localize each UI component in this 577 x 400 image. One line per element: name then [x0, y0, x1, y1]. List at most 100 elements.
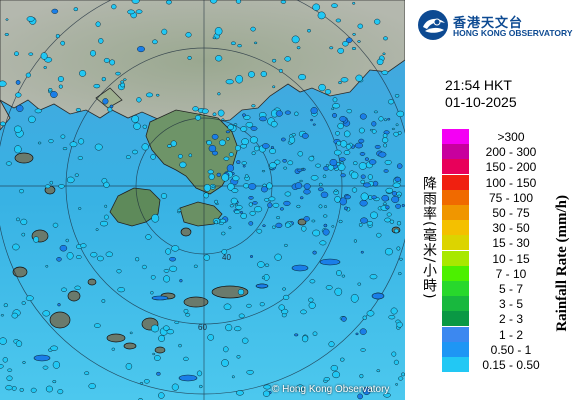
- radar-echo: [84, 371, 90, 376]
- radar-echo: [232, 175, 240, 182]
- radar-echo: [250, 126, 258, 131]
- radar-echo: [362, 315, 367, 321]
- radar-echo: [235, 74, 244, 84]
- radar-echo: [187, 55, 192, 60]
- radar-echo: [55, 33, 60, 39]
- radar-echo: [396, 246, 401, 251]
- radar-echo: [223, 303, 232, 311]
- radar-echo: [111, 4, 117, 10]
- radar-echo: [261, 169, 266, 173]
- radar-echo: [152, 39, 158, 45]
- radar-echo: [268, 196, 276, 202]
- radar-echo: [166, 329, 175, 335]
- radar-echo: [22, 361, 26, 364]
- radar-echo: [206, 140, 212, 146]
- radar-echo: [331, 3, 338, 8]
- radar-echo: [383, 118, 388, 122]
- radar-echo: [288, 136, 296, 144]
- radar-echo: [312, 229, 321, 237]
- radar-echo: [367, 174, 373, 180]
- radar-echo: [351, 187, 358, 193]
- legend-swatch: [442, 144, 469, 160]
- radar-echo: [88, 383, 96, 390]
- radar-echo: [44, 184, 51, 189]
- radar-echo: [373, 110, 378, 114]
- radar-echo: [12, 243, 20, 251]
- radar-echo: [261, 143, 270, 149]
- radar-echo: [102, 98, 109, 105]
- radar-echo: [334, 149, 342, 156]
- radar-echo: [218, 221, 224, 225]
- range-label-40: 40: [222, 253, 231, 262]
- radar-echo: [221, 359, 229, 367]
- radar-echo: [282, 287, 287, 291]
- radar-echo: [394, 176, 401, 182]
- radar-echo: [332, 103, 341, 109]
- radar-echo: [169, 265, 178, 272]
- radar-echo: [358, 138, 365, 144]
- radar-echo: [284, 243, 288, 247]
- radar-echo: [160, 193, 168, 199]
- radar-echo: [358, 127, 365, 134]
- radar-echo: [234, 326, 242, 332]
- radar-echo: [382, 133, 388, 139]
- radar-echo: [103, 57, 110, 63]
- radar-echo: [217, 109, 225, 117]
- radar-echo: [391, 127, 395, 130]
- radar-echo: [271, 58, 277, 63]
- radar-echo: [294, 182, 303, 190]
- legend-item: >300: [442, 129, 572, 144]
- legend-swatch: [442, 357, 469, 372]
- radar-echo: [323, 205, 328, 208]
- radar-echo: [74, 285, 81, 290]
- radar-echo: [344, 194, 351, 200]
- radar-echo: [312, 250, 317, 255]
- radar-echo: [318, 182, 323, 187]
- radar-echo: [317, 11, 326, 20]
- legend-swatch: [442, 311, 469, 327]
- radar-echo: [120, 82, 125, 88]
- radar-echo: [2, 357, 8, 363]
- radar-echo: [397, 376, 404, 381]
- radar-echo: [101, 76, 106, 82]
- radar-echo: [177, 208, 182, 212]
- radar-echo: [378, 151, 387, 158]
- radar-echo: [101, 299, 106, 303]
- radar-echo: [50, 345, 59, 351]
- radar-echo: [51, 8, 59, 14]
- radar-echo: [360, 179, 365, 184]
- radar-echo: [227, 124, 234, 131]
- legend-item: 5 - 7: [442, 281, 572, 296]
- legend-item: 50 - 75: [442, 205, 572, 220]
- radar-echo: [45, 265, 49, 268]
- radar-echo: [241, 161, 247, 165]
- legend-label: 150 - 200: [485, 160, 537, 175]
- radar-echo: [303, 216, 310, 222]
- radar-echo: [274, 253, 282, 261]
- radar-echo: [15, 92, 22, 98]
- radar-echo: [78, 207, 82, 210]
- radar-echo: [105, 251, 113, 258]
- legend-title-chinese: 降雨率(毫米/小時): [421, 176, 437, 300]
- radar-echo: [178, 343, 182, 348]
- radar-echo: [355, 332, 359, 336]
- radar-echo: [240, 212, 247, 220]
- radar-echo: [323, 377, 330, 382]
- radar-echo: [223, 346, 229, 353]
- radar-echo: [248, 202, 253, 207]
- radar-echo: [346, 108, 353, 114]
- radar-echo: [57, 76, 64, 82]
- radar-echo: [396, 220, 402, 226]
- radar-echo: [131, 0, 140, 4]
- radar-echo: [223, 156, 230, 161]
- radar-echo: [42, 365, 49, 370]
- radar-echo: [228, 152, 234, 157]
- radar-echo: [139, 382, 144, 385]
- radar-echo: [34, 108, 42, 114]
- radar-echo: [325, 285, 333, 290]
- radar-echo: [334, 189, 338, 193]
- radar-echo: [339, 197, 347, 206]
- radar-echo: [248, 196, 254, 200]
- radar-echo: [335, 18, 342, 23]
- radar-echo: [129, 331, 133, 335]
